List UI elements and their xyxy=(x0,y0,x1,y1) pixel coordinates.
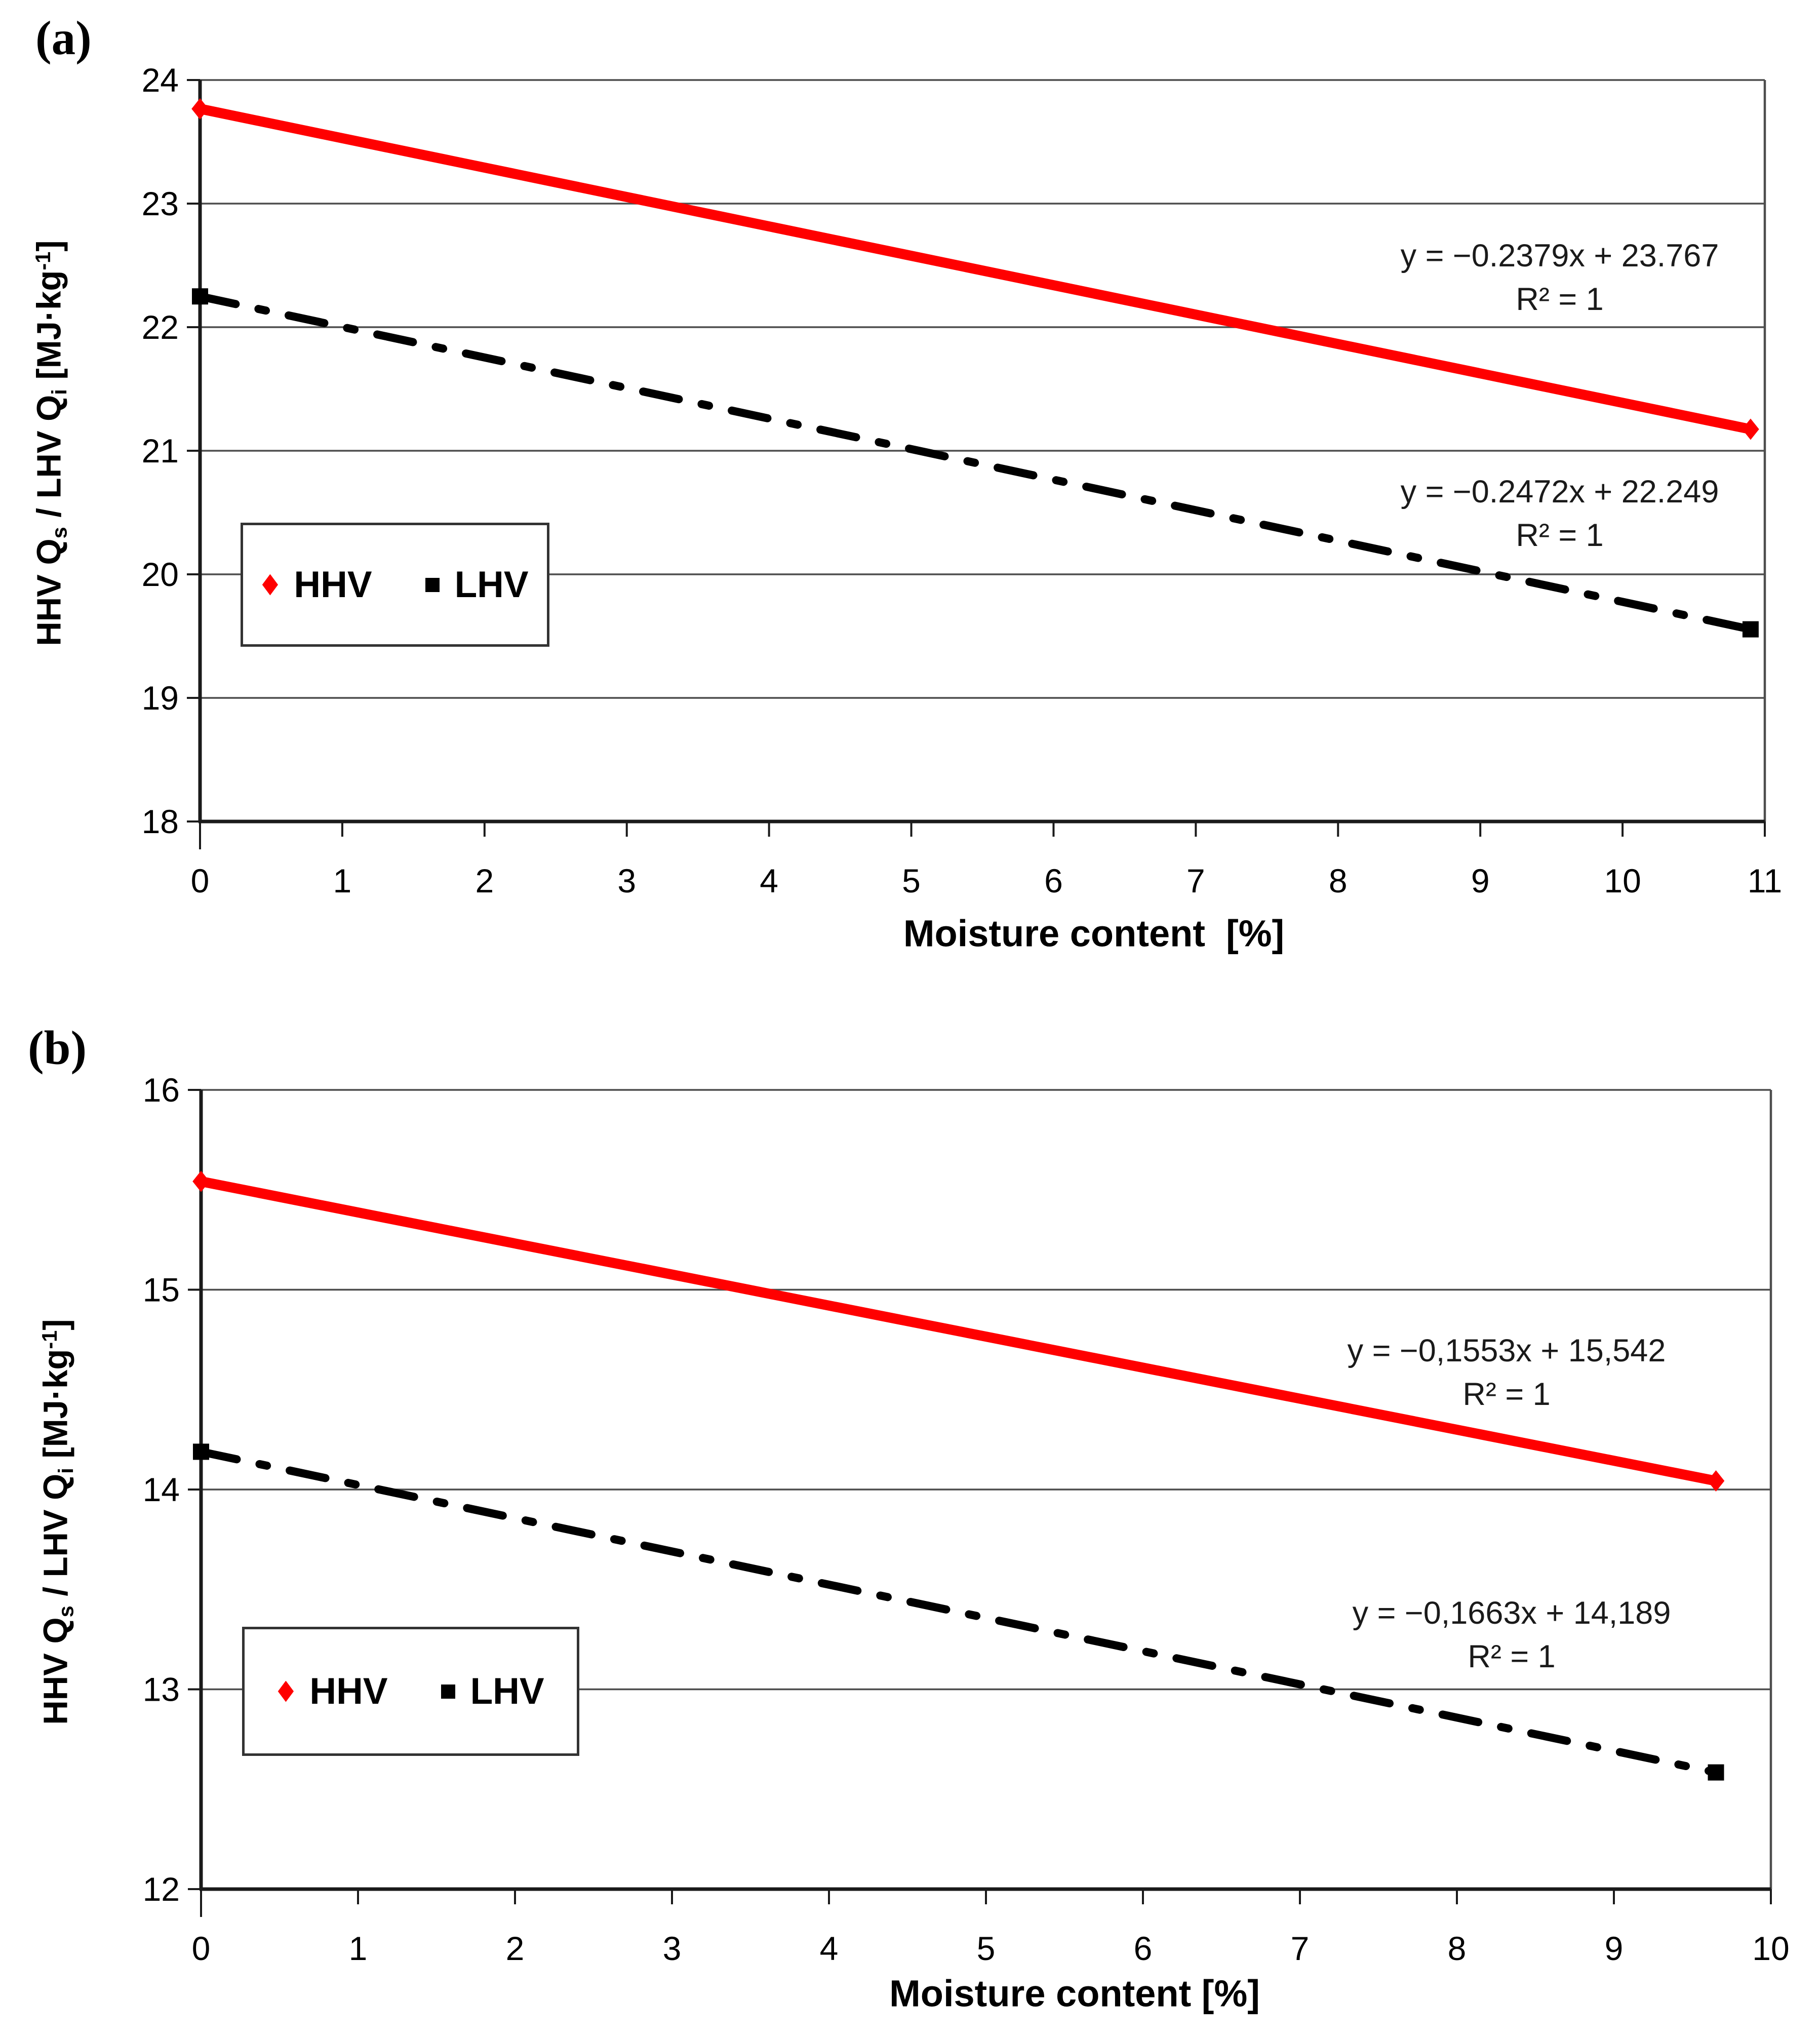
x-tick-label-0: 0 xyxy=(192,1930,211,1967)
y-tick-label-13: 13 xyxy=(143,1671,180,1708)
r-squared-text: R² = 1 xyxy=(1516,518,1604,553)
y-axis-title-part: / LHV Q xyxy=(36,1473,75,1606)
y-axis-title-part: [MJ·kg xyxy=(30,270,68,389)
y-tick-label-21: 21 xyxy=(142,432,179,469)
y-tick-label-19: 19 xyxy=(142,679,179,717)
x-tick-label-2: 2 xyxy=(475,862,494,899)
legend-item-lhv: LHV xyxy=(441,1670,544,1712)
x-tick-label-2: 2 xyxy=(506,1930,525,1967)
x-tick-label-10: 10 xyxy=(1604,862,1641,899)
x-tick-label-6: 6 xyxy=(1044,862,1063,899)
y-axis-title-part: -1 xyxy=(37,1330,61,1349)
y-axis-title-part: [MJ·kg xyxy=(36,1349,75,1468)
lhv-square-point-0 xyxy=(193,1443,209,1460)
hhv-diamond-point-0 xyxy=(191,98,209,120)
x-tick-label-8: 8 xyxy=(1448,1930,1467,1967)
y-axis-title-part: s xyxy=(54,1605,78,1618)
y-axis-title-a: HHV Qs / LHV Qi [MJ·kg-1] xyxy=(30,240,72,646)
x-axis-title-a: Moisture content [%] xyxy=(903,912,1285,955)
y-axis-title-b: HHV Qs / LHV Qi [MJ·kg-1] xyxy=(36,1319,78,1725)
x-tick-label-9: 9 xyxy=(1471,862,1490,899)
legend-a: HHV LHV xyxy=(241,523,549,647)
y-tick-label-22: 22 xyxy=(142,308,179,346)
hhv-line xyxy=(199,104,1752,435)
x-tick-label-0: 0 xyxy=(191,862,210,899)
y-tick-label-24: 24 xyxy=(142,61,179,99)
hhv-diamond-point-1 xyxy=(1707,1470,1725,1492)
y-tick-label-16: 16 xyxy=(143,1071,180,1109)
equation-text: y = −0.2472x + 22.249 xyxy=(1400,474,1719,510)
y-axis-title-part: / LHV Q xyxy=(30,395,68,527)
r-squared-text: R² = 1 xyxy=(1516,282,1604,317)
hhv-diamond-point-1 xyxy=(1742,418,1759,440)
y-tick-label-14: 14 xyxy=(143,1471,180,1508)
y-tick-label-18: 18 xyxy=(142,803,179,840)
legend-label-hhv: HHV xyxy=(294,564,372,605)
y-axis-title-part: i xyxy=(54,1468,78,1474)
hhv-diamond-marker-icon xyxy=(278,1680,294,1702)
x-tick-label-9: 9 xyxy=(1605,1930,1624,1967)
x-tick-label-5: 5 xyxy=(977,1930,996,1967)
y-axis-title-part: ] xyxy=(36,1319,75,1330)
lhv-square-point-1 xyxy=(1708,1764,1724,1781)
y-tick-label-15: 15 xyxy=(143,1271,180,1309)
hhv-diamond-point-0 xyxy=(192,1170,210,1192)
lhv-square-point-0 xyxy=(192,288,208,305)
r-squared-text: R² = 1 xyxy=(1462,1377,1551,1412)
x-tick-label-10: 10 xyxy=(1752,1930,1789,1967)
lhv-trendline-equation-a: y = −0.2472x + 22.249 R² = 1 xyxy=(1401,470,1719,557)
x-tick-label-7: 7 xyxy=(1186,862,1205,899)
equation-text: y = −0,1553x + 15,542 xyxy=(1347,1333,1666,1368)
legend-item-hhv: HHV xyxy=(277,1670,388,1712)
lhv-line xyxy=(197,1447,1720,1777)
lhv-square-point-1 xyxy=(1742,621,1759,638)
equation-text: y = −0.2379x + 23.767 xyxy=(1400,238,1719,273)
legend-b: HHV LHV xyxy=(242,1627,579,1756)
lhv-square-marker-icon xyxy=(441,1684,455,1699)
lhv-trendline-equation-b: y = −0,1663x + 14,189 R² = 1 xyxy=(1353,1591,1671,1678)
lhv-square-marker-icon xyxy=(425,577,440,592)
lhv-line xyxy=(196,292,1755,634)
x-tick-label-3: 3 xyxy=(663,1930,682,1967)
hhv-line xyxy=(200,1176,1717,1486)
equation-text: y = −0,1663x + 14,189 xyxy=(1352,1595,1671,1631)
y-axis-title-part: -1 xyxy=(30,251,55,270)
legend-label-lhv: LHV xyxy=(454,564,529,605)
legend-item-lhv: LHV xyxy=(425,564,529,606)
x-tick-label-4: 4 xyxy=(760,862,778,899)
legend-label-lhv: LHV xyxy=(470,1671,544,1712)
panel-label-a: (a) xyxy=(35,11,92,65)
x-tick-label-7: 7 xyxy=(1291,1930,1310,1967)
hhv-diamond-marker-icon xyxy=(262,574,279,596)
x-tick-label-1: 1 xyxy=(333,862,352,899)
panel-label-b: (b) xyxy=(28,1021,87,1075)
x-tick-label-5: 5 xyxy=(902,862,921,899)
y-axis-title-part: HHV Q xyxy=(30,538,68,646)
x-tick-label-11: 11 xyxy=(1748,862,1783,899)
y-axis-title-part: s xyxy=(47,527,71,539)
y-axis-title-part: HHV Q xyxy=(36,1617,75,1725)
x-tick-label-8: 8 xyxy=(1329,862,1348,899)
y-axis-title-part: i xyxy=(47,389,71,395)
x-tick-label-4: 4 xyxy=(820,1930,839,1967)
y-tick-label-23: 23 xyxy=(142,185,179,222)
x-axis-title-b: Moisture content [%] xyxy=(889,1972,1260,2015)
x-tick-label-1: 1 xyxy=(349,1930,368,1967)
hhv-trendline-equation-a: y = −0.2379x + 23.767 R² = 1 xyxy=(1401,234,1719,321)
y-tick-label-20: 20 xyxy=(142,556,179,593)
x-tick-label-3: 3 xyxy=(617,862,636,899)
legend-item-hhv: HHV xyxy=(261,564,372,606)
hhv-trendline-equation-b: y = −0,1553x + 15,542 R² = 1 xyxy=(1348,1329,1666,1416)
y-axis-title-part: ] xyxy=(30,240,68,252)
r-squared-text: R² = 1 xyxy=(1468,1639,1556,1674)
x-tick-label-6: 6 xyxy=(1134,1930,1153,1967)
y-tick-label-12: 12 xyxy=(143,1870,180,1908)
legend-label-hhv: HHV xyxy=(309,1671,388,1712)
